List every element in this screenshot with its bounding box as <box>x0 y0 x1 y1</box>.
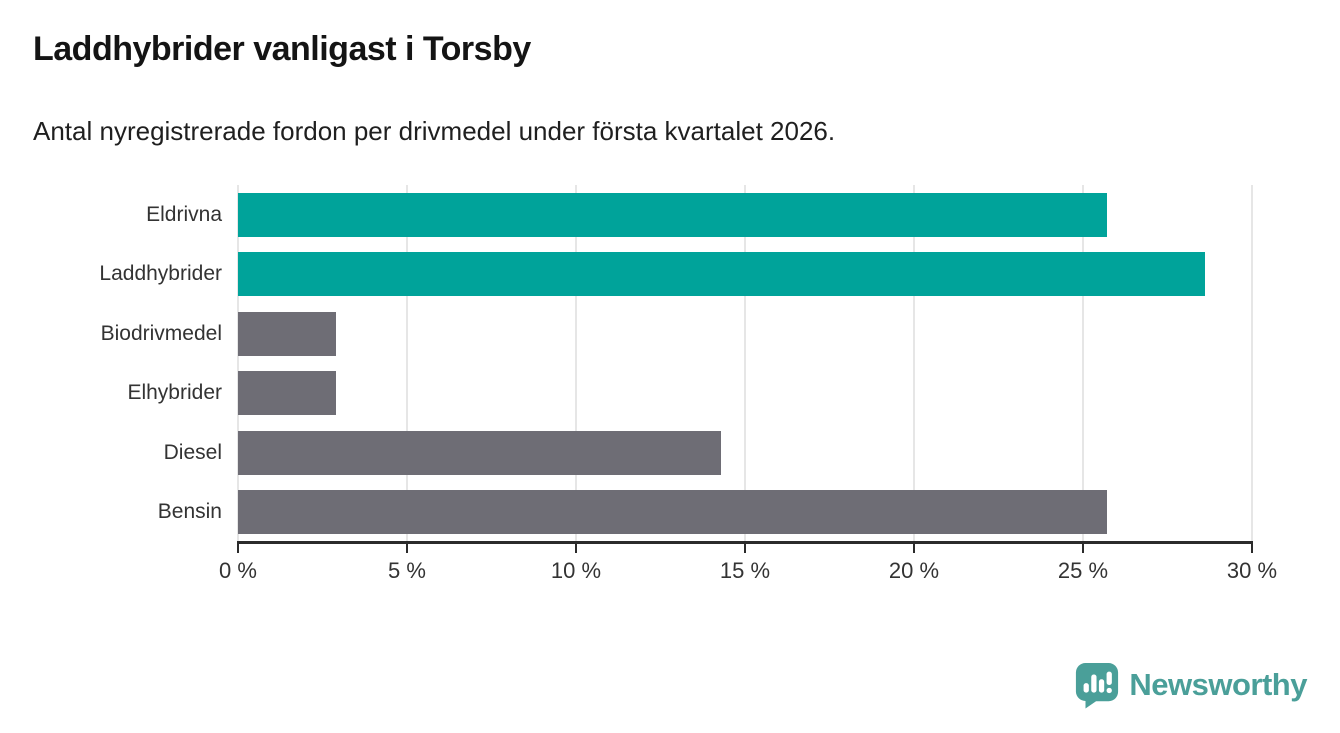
x-axis-tick-label-25: 25 % <box>1057 558 1109 583</box>
bar-eldrivna <box>238 192 1107 237</box>
bar-row-bensin: Bensin <box>158 483 1252 543</box>
x-axis-tick-label-10: 10 % <box>550 558 602 583</box>
category-label-elhybrider: Elhybrider <box>127 381 222 405</box>
bar-row-biodrivmedel: Biodrivmedel <box>101 304 1252 364</box>
category-label-eldrivna: Eldrivna <box>146 202 222 226</box>
x-axis-tick-label-5: 5 % <box>388 558 426 583</box>
newsworthy-branding: Newsworthy <box>1074 661 1307 709</box>
x-axis-tick-label-15: 15 % <box>719 558 771 583</box>
gridline-0-percent <box>237 185 239 542</box>
gridline-5-percent <box>406 185 408 542</box>
gridline-10-percent <box>575 185 577 542</box>
x-axis-line <box>237 541 1253 544</box>
x-axis-tick-label-30: 30 % <box>1226 558 1278 583</box>
newsworthy-speech-bubble-chart-icon <box>1076 662 1119 709</box>
bar-row-diesel: Diesel <box>164 423 1252 483</box>
bar-row-eldrivna: Eldrivna <box>146 185 1252 245</box>
bar-biodrivmedel <box>238 311 337 356</box>
x-axis-tick-0 <box>237 544 239 553</box>
bar-row-elhybrider: Elhybrider <box>127 364 1252 424</box>
gridline-20-percent <box>913 185 915 542</box>
x-axis-tick-30 <box>1251 544 1253 553</box>
category-label-diesel: Diesel <box>163 440 222 464</box>
x-axis-tick-25 <box>1082 544 1084 553</box>
category-label-biodrivmedel: Biodrivmedel <box>100 321 222 345</box>
chart-title: Laddhybrider vanligast i Torsby <box>33 30 531 68</box>
category-label-laddhybrider: Laddhybrider <box>99 262 222 286</box>
bar-elhybrider <box>238 371 337 415</box>
gridline-15-percent <box>744 185 746 542</box>
newsworthy-wordmark: Newsworthy <box>1129 667 1307 702</box>
gridline-25-percent <box>1082 185 1084 542</box>
bar-laddhybrider <box>238 252 1205 296</box>
category-label-bensin: Bensin <box>157 500 222 524</box>
gridline-30-percent <box>1251 185 1253 542</box>
bar-chart-plot-area: Eldrivna Laddhybrider Biodrivmedel Elhybrid… <box>99 185 1277 583</box>
x-axis-tick-20 <box>913 544 915 553</box>
x-axis-tick-label-20: 20 % <box>888 558 940 583</box>
bar-row-laddhybrider: Laddhybrider <box>99 245 1252 305</box>
bar-bensin <box>238 490 1107 534</box>
x-axis-tick-label-0: 0 % <box>219 558 257 583</box>
chart-subtitle: Antal nyregistrerade fordon per drivmede… <box>33 116 836 146</box>
x-axis-tick-10 <box>575 544 577 553</box>
bar-diesel <box>238 430 722 475</box>
x-axis-tick-15 <box>744 544 746 553</box>
x-axis-tick-5 <box>406 544 408 553</box>
